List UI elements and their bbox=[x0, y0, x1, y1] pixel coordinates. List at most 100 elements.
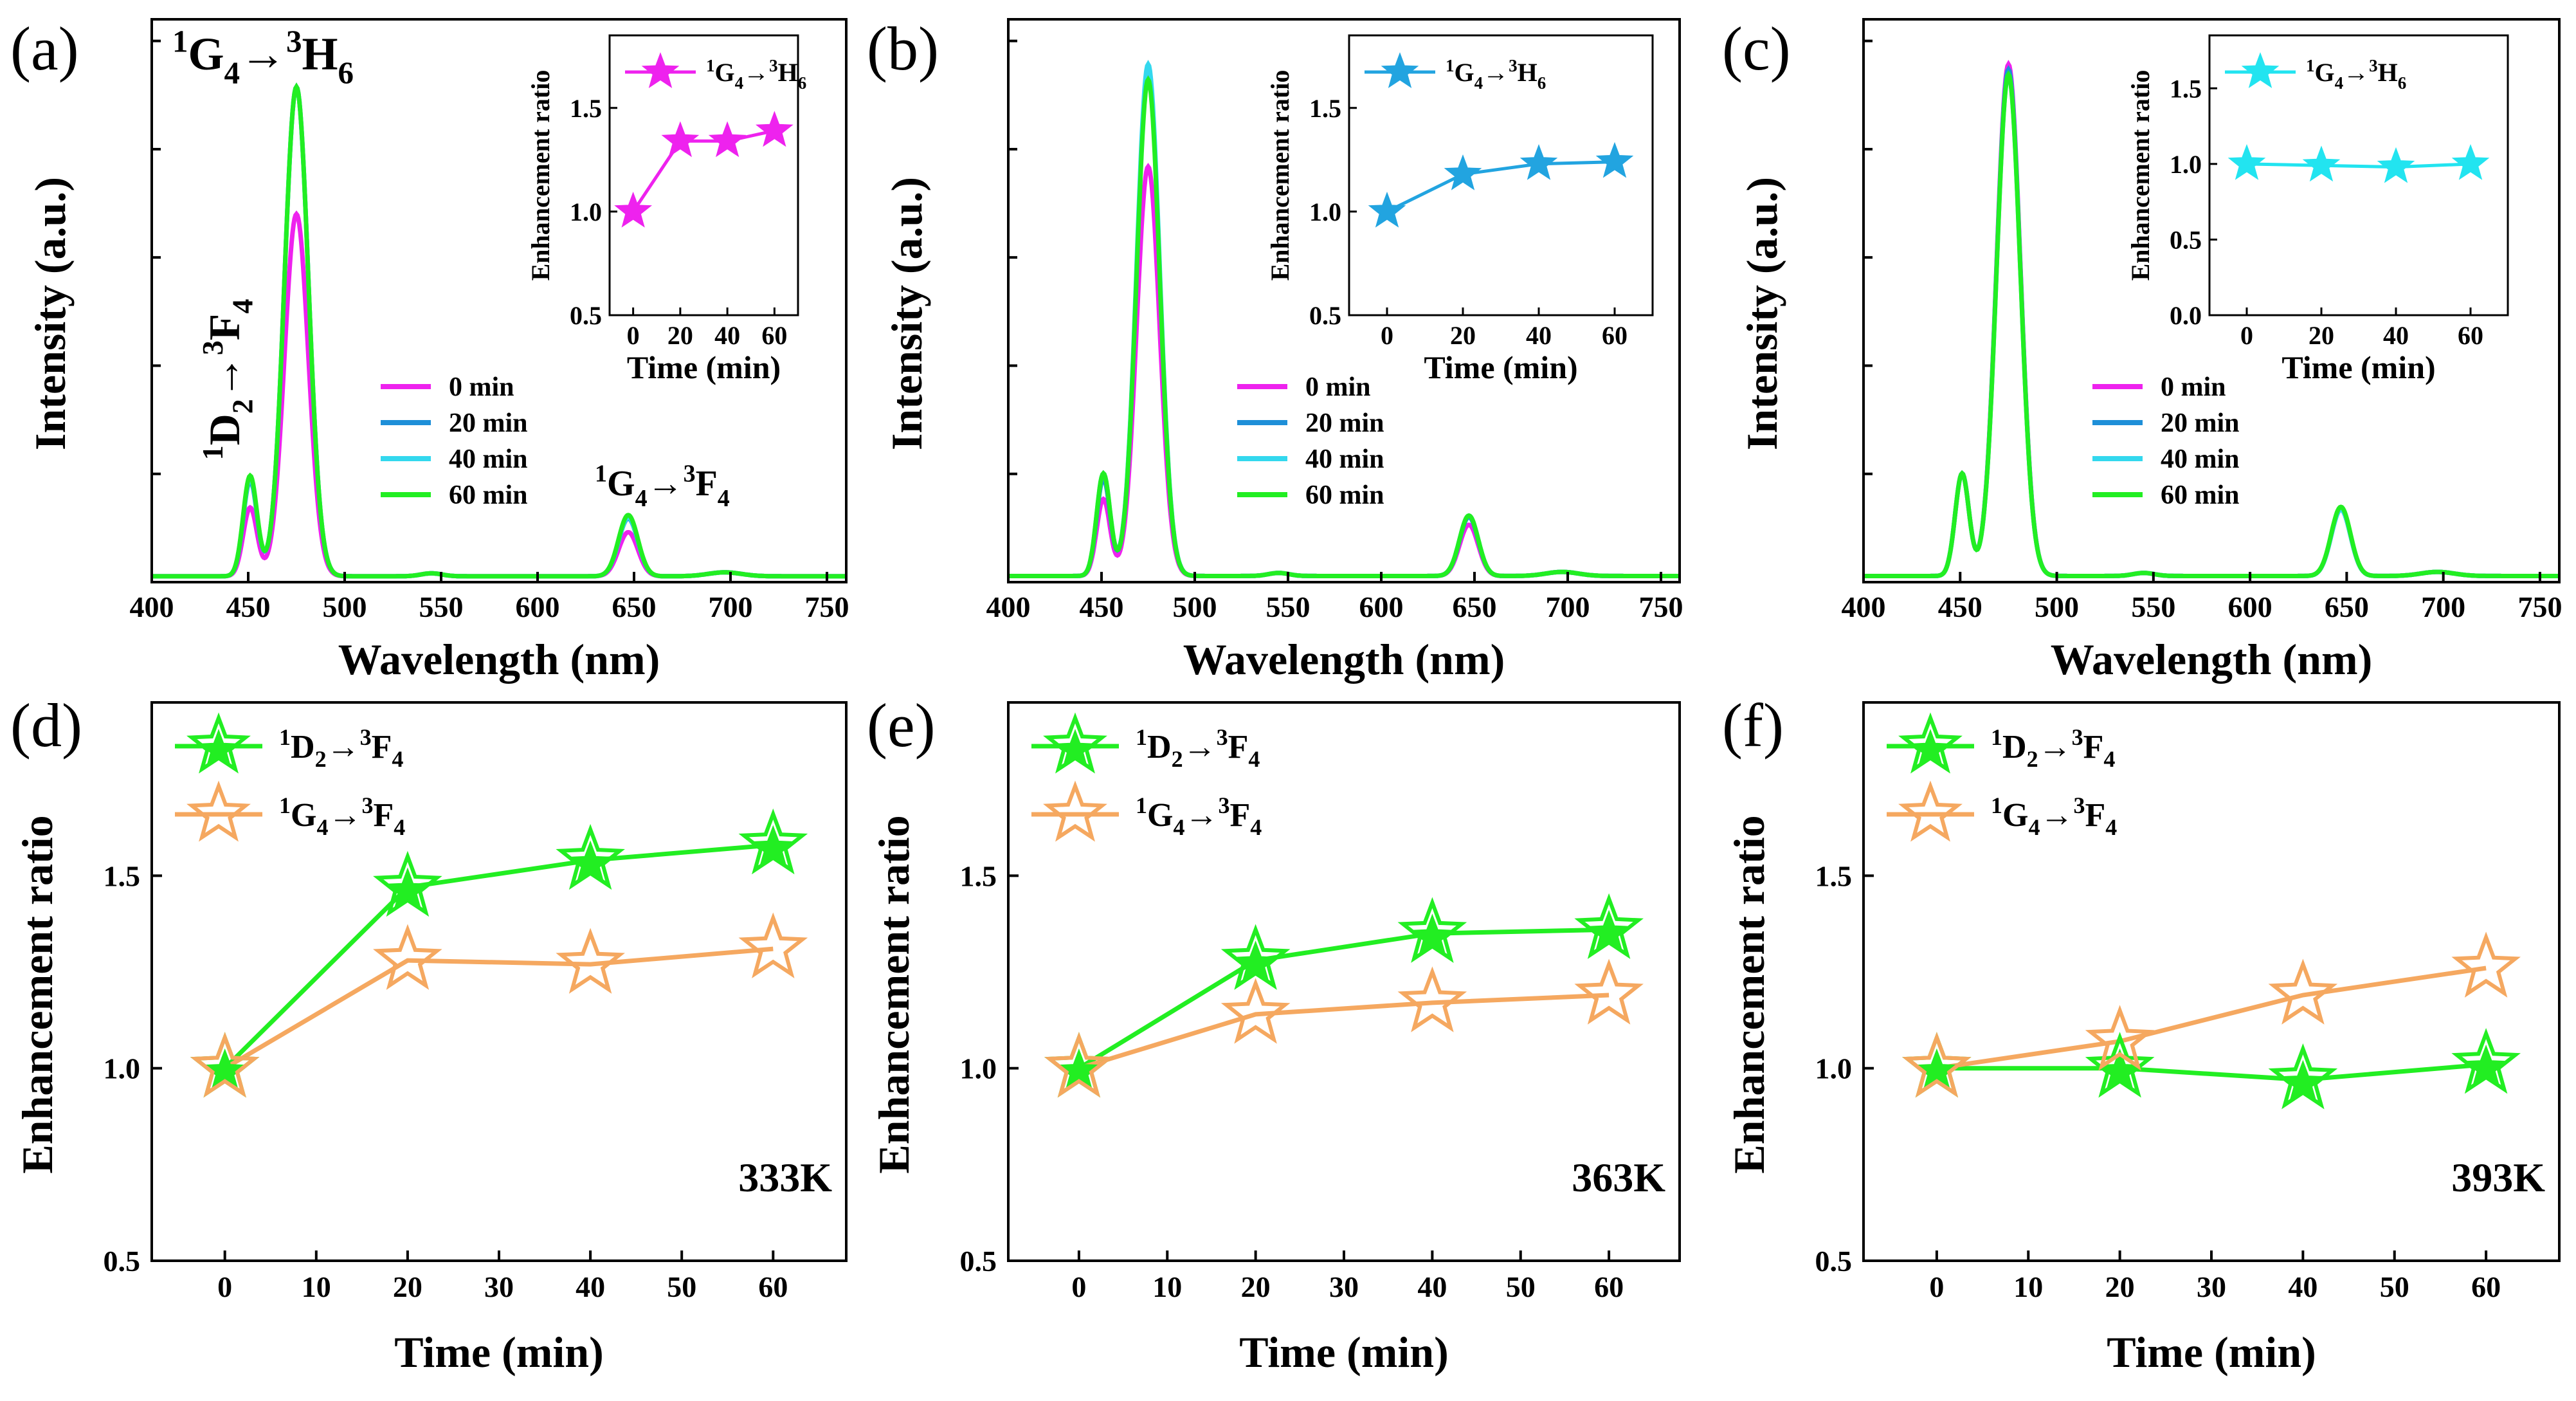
inset-legend-label-a-sub2: 6 bbox=[798, 73, 807, 93]
marker-d-1-1 bbox=[373, 924, 442, 990]
x-tick-label-d-2: 20 bbox=[393, 1270, 422, 1303]
panel-label-d: (d) bbox=[10, 691, 82, 760]
x-tick-label-f-4: 40 bbox=[2288, 1270, 2317, 1303]
legend-sup1-e-1: 1 bbox=[1136, 792, 1147, 818]
legend-marker-d-1 bbox=[186, 780, 251, 842]
inset-frame-b bbox=[1348, 34, 1654, 316]
legend-sup1-d-0: 1 bbox=[279, 724, 291, 750]
marker-d-0-2 bbox=[568, 840, 613, 884]
inset-frame-a bbox=[608, 34, 799, 316]
x-tick-label-c-0: 400 bbox=[1842, 591, 1886, 623]
x-tick-label-a-3: 550 bbox=[419, 591, 464, 623]
legend-label-f-0: 1D2→3F4 bbox=[1991, 724, 2115, 772]
marker-f-1-2 bbox=[2268, 958, 2338, 1025]
series-line-d-1 bbox=[223, 946, 774, 1070]
annotation-1d2-3f4-sup2: 3 bbox=[196, 340, 229, 355]
inset-legend-label-a: 1G4→3H6 bbox=[706, 56, 806, 93]
inset-legend-label-a-sup1: 1 bbox=[706, 56, 715, 75]
y-tick-label-f-1: 1.0 bbox=[1815, 1052, 1853, 1085]
x-axis-title-f: Time (min) bbox=[2107, 1328, 2316, 1377]
marker-e-1-2 bbox=[1397, 966, 1467, 1032]
legend-arrow-d-1: → bbox=[328, 797, 361, 834]
legend-sup2-d-0: 3 bbox=[360, 724, 372, 750]
inset-legend-label-c-sup1: 1 bbox=[2306, 56, 2315, 75]
x-tick-label-b-3: 550 bbox=[1266, 591, 1311, 623]
marker-f-1-1 bbox=[2085, 1005, 2155, 1071]
inset-legend-label-b-letter1: G bbox=[1455, 58, 1474, 87]
marker-f-1-0 bbox=[1902, 1032, 1972, 1098]
inset-x-tick-label-a-0: 0 bbox=[627, 321, 640, 350]
annotation-1g4-3f4-sub2: 4 bbox=[718, 485, 730, 512]
x-tick-label-a-4: 600 bbox=[516, 591, 560, 623]
y-tick-label-d-0: 0.5 bbox=[104, 1245, 141, 1277]
series-line-f-1 bbox=[1936, 966, 2487, 1071]
y-tick-label-f-2: 1.5 bbox=[1815, 859, 1853, 892]
x-tick-label-d-4: 40 bbox=[576, 1270, 605, 1303]
inset-legend-label-a-sub1: 4 bbox=[735, 73, 744, 93]
inset-x-tick-label-c-1: 20 bbox=[2308, 321, 2334, 350]
x-tick-label-d-3: 30 bbox=[484, 1270, 514, 1303]
panel-label-a: (a) bbox=[10, 14, 79, 83]
annotation-1g4-3f4-letter1: G bbox=[607, 464, 635, 504]
y-tick-label-e-2: 1.5 bbox=[960, 859, 997, 892]
inset-marker-b-3 bbox=[1595, 142, 1634, 178]
legend-sup2-e-1: 3 bbox=[1218, 792, 1229, 818]
legend-sub2-e-1: 4 bbox=[1250, 814, 1262, 840]
inset-x-tick-label-b-3: 60 bbox=[1602, 321, 1628, 350]
inset-x-tick-label-a-2: 40 bbox=[714, 321, 740, 350]
panel-label-e: (e) bbox=[867, 691, 936, 760]
inset-y-tick-label-b-2: 1.5 bbox=[1309, 94, 1341, 123]
x-axis-title-c: Wavelength (nm) bbox=[2051, 635, 2373, 684]
x-tick-label-a-2: 500 bbox=[323, 591, 367, 623]
x-tick-label-c-2: 500 bbox=[2035, 591, 2079, 623]
inset-marker-c-2 bbox=[2377, 147, 2415, 183]
inset-x-title-b: Time (min) bbox=[1424, 349, 1577, 385]
marker-d-0-3 bbox=[750, 825, 796, 868]
annotation-1d2-3f4-sub1: 2 bbox=[226, 399, 259, 414]
annotation-1g4-3h6-arrow: → bbox=[240, 28, 286, 80]
y-tick-label-d-2: 1.5 bbox=[104, 859, 141, 892]
inset-marker-c-0 bbox=[2227, 144, 2266, 180]
inset-marker-a-1 bbox=[661, 121, 700, 158]
inset-y-tick-label-b-1: 1.0 bbox=[1309, 197, 1341, 226]
y-axis-title-d: Enhancement ratio bbox=[13, 815, 62, 1173]
x-tick-label-c-3: 550 bbox=[2131, 591, 2175, 623]
x-axis-title-d: Time (min) bbox=[394, 1328, 604, 1377]
inset-x-title-a: Time (min) bbox=[627, 349, 781, 385]
legend-arrow-f-0: → bbox=[2038, 729, 2072, 765]
legend-label-b-1: 20 min bbox=[1305, 408, 1384, 438]
inset-legend-label-c-sup2: 3 bbox=[2369, 56, 2378, 75]
inset-x-tick-label-b-2: 40 bbox=[1526, 321, 1552, 350]
x-tick-label-b-0: 400 bbox=[986, 591, 1031, 623]
inset-y-tick-label-a-0: 0.5 bbox=[570, 301, 602, 330]
x-tick-label-d-0: 0 bbox=[217, 1270, 232, 1303]
plot-frame-b bbox=[1007, 18, 1681, 583]
x-tick-label-b-5: 650 bbox=[1453, 591, 1497, 623]
legend-sub2-e-0: 4 bbox=[1248, 746, 1260, 772]
inset-legend-label-c-letter2: H bbox=[2378, 58, 2398, 87]
inset-x-tick-label-a-3: 60 bbox=[761, 321, 787, 350]
marker-e-0-3 bbox=[1586, 910, 1632, 953]
marker-e-0-2 bbox=[1410, 913, 1455, 957]
x-tick-label-e-3: 30 bbox=[1329, 1270, 1359, 1303]
x-tick-label-a-0: 400 bbox=[130, 591, 174, 623]
x-tick-label-d-5: 50 bbox=[667, 1270, 696, 1303]
legend-letter2-e-1: F bbox=[1229, 797, 1250, 834]
inset-legend-label-a-sup2: 3 bbox=[769, 56, 778, 75]
inset-x-tick-label-a-1: 20 bbox=[667, 321, 693, 350]
legend-letter2-f-1: F bbox=[2085, 797, 2105, 834]
legend-sub2-f-0: 4 bbox=[2103, 746, 2115, 772]
temperature-label-d: 333K bbox=[738, 1155, 832, 1200]
inset-x-tick-label-c-3: 60 bbox=[2458, 321, 2483, 350]
y-tick-label-e-0: 0.5 bbox=[960, 1245, 997, 1277]
x-axis-title-b: Wavelength (nm) bbox=[1183, 635, 1505, 684]
panel-label-b: (b) bbox=[867, 14, 939, 83]
inset-y-tick-label-b-0: 0.5 bbox=[1309, 301, 1341, 330]
legend-label-e-0: 1D2→3F4 bbox=[1136, 724, 1260, 772]
x-tick-label-b-4: 600 bbox=[1359, 591, 1404, 623]
inset-marker-b-2 bbox=[1519, 143, 1558, 180]
inset-legend-label-b: 1G4→3H6 bbox=[1446, 56, 1546, 93]
inset-legend-label-c-arrow: → bbox=[2343, 58, 2369, 87]
x-axis-title-e: Time (min) bbox=[1239, 1328, 1449, 1377]
